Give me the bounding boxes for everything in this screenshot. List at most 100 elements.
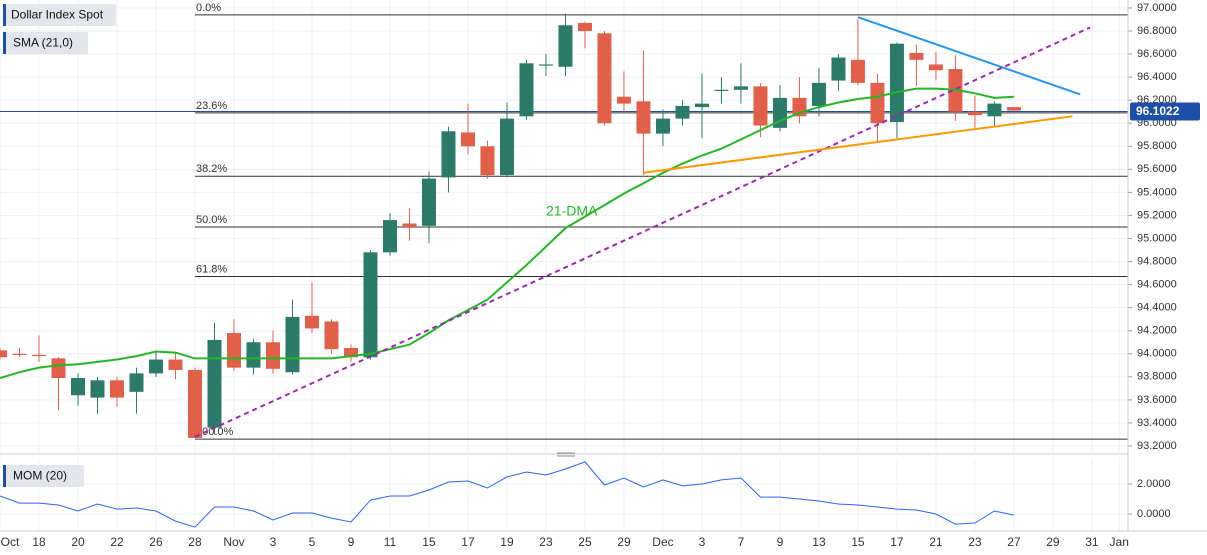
y-tick-label: 95.6000 xyxy=(1137,163,1177,175)
candle-body xyxy=(538,64,553,66)
candle-body xyxy=(343,348,358,358)
candle-body xyxy=(597,33,612,124)
legend-title: Dollar Index Spot xyxy=(11,8,104,22)
y-tick-label: 94.0000 xyxy=(1137,348,1177,360)
candle-body xyxy=(168,359,183,370)
y-tick-label: 96.6000 xyxy=(1137,48,1177,60)
y-tick-label: 93.6000 xyxy=(1137,394,1177,406)
candle-body xyxy=(148,359,163,374)
candle-body xyxy=(850,59,865,83)
annotation: 21-DMA xyxy=(546,203,598,219)
candle-body xyxy=(987,103,1002,117)
x-tick-label: 28 xyxy=(188,535,202,549)
x-tick-label: 13 xyxy=(812,535,826,549)
candle-body xyxy=(928,64,943,71)
candle-body xyxy=(636,101,651,134)
last-price-box xyxy=(1130,102,1200,121)
x-tick-label: 9 xyxy=(777,535,784,549)
legend-mom[interactable]: MOM (20) xyxy=(3,465,84,487)
candle-body xyxy=(870,82,885,124)
x-tick-label: 23 xyxy=(539,535,553,549)
candle-body xyxy=(441,131,456,178)
sma-line xyxy=(0,87,1014,379)
y-tick-label: 96.0000 xyxy=(1137,117,1177,129)
trendline xyxy=(643,115,1073,174)
y-tick-label: 96.8000 xyxy=(1137,25,1177,37)
candle-body xyxy=(51,358,66,378)
candle-body xyxy=(889,43,904,123)
candle-body xyxy=(714,89,729,91)
candle-body xyxy=(675,105,690,119)
x-tick-label: 19 xyxy=(500,535,514,549)
candle-body xyxy=(480,146,495,176)
legend-marker xyxy=(3,4,6,26)
candle-body xyxy=(1006,107,1021,111)
x-tick-label: 20 xyxy=(71,535,85,549)
candle-body xyxy=(967,111,982,116)
candle-body xyxy=(382,220,397,253)
candle-body xyxy=(460,132,475,147)
y-tick-label: 93.2000 xyxy=(1137,440,1177,452)
x-tick-label: 3 xyxy=(270,535,277,549)
fib-label: 0.0% xyxy=(196,2,221,14)
x-tick-label: Nov xyxy=(223,535,244,549)
legend-box xyxy=(3,4,116,26)
fib-label: 61.8% xyxy=(196,263,227,275)
x-tick-label: 21 xyxy=(929,535,943,549)
candle-body xyxy=(421,178,436,226)
candle-body xyxy=(304,315,319,329)
y-tick-label: 94.8000 xyxy=(1137,255,1177,267)
legend-sma-label: SMA (21,0) xyxy=(13,36,73,50)
y-tick-label: 95.0000 xyxy=(1137,232,1177,244)
x-tick-label: 29 xyxy=(617,535,631,549)
x-tick-label: Dec xyxy=(652,535,673,549)
x-tick-label: 17 xyxy=(461,535,475,549)
candle-body xyxy=(402,223,417,227)
x-tick-label: 26 xyxy=(149,535,163,549)
candle-body xyxy=(90,380,105,398)
fib-label: 50.0% xyxy=(196,214,227,226)
fib-label: 38.2% xyxy=(196,163,227,175)
y-tick-label: 0.0000 xyxy=(1137,508,1171,520)
candle-body xyxy=(577,22,592,32)
candle-body xyxy=(811,82,826,106)
candle-body xyxy=(207,339,222,428)
candle-body xyxy=(187,369,202,438)
candle-body xyxy=(753,86,768,126)
candle-body xyxy=(616,96,631,104)
candle-body xyxy=(909,52,924,60)
x-tick-label: 15 xyxy=(422,535,436,549)
x-tick-label: 31 xyxy=(1085,535,1099,549)
legend-box xyxy=(3,32,88,54)
x-tick-label: 29 xyxy=(1046,535,1060,549)
y-tick-label: 94.4000 xyxy=(1137,302,1177,314)
x-tick-label: 11 xyxy=(384,535,397,549)
x-tick-label: 5 xyxy=(309,535,316,549)
candle-body xyxy=(519,63,534,117)
x-tick-label: 27 xyxy=(1007,535,1021,549)
last-price-label: 96.1022 xyxy=(1136,104,1180,118)
x-tick-label: 23 xyxy=(968,535,982,549)
x-tick-label: 15 xyxy=(851,535,865,549)
candle-body xyxy=(246,342,261,368)
x-tick-label: 18 xyxy=(32,535,46,549)
candle-body xyxy=(265,342,280,369)
legend-sma[interactable]: SMA (21,0) xyxy=(3,32,88,54)
legend-mom-label: MOM (20) xyxy=(13,469,67,483)
candle-body xyxy=(31,354,46,357)
y-tick-label: 95.4000 xyxy=(1137,186,1177,198)
candle-body xyxy=(285,316,300,373)
y-tick-label: 96.4000 xyxy=(1137,71,1177,83)
x-tick-label: 22 xyxy=(110,535,124,549)
y-tick-label: 95.2000 xyxy=(1137,209,1177,221)
x-tick-label: Jan xyxy=(1110,535,1129,549)
y-tick-label: 95.8000 xyxy=(1137,140,1177,152)
candle-body xyxy=(109,380,124,398)
y-tick-label: 94.6000 xyxy=(1137,279,1177,291)
candle-body xyxy=(831,57,846,81)
line xyxy=(0,461,1015,528)
x-tick-label: 17 xyxy=(890,535,904,549)
legend-main[interactable]: Dollar Index Spot xyxy=(3,4,116,26)
